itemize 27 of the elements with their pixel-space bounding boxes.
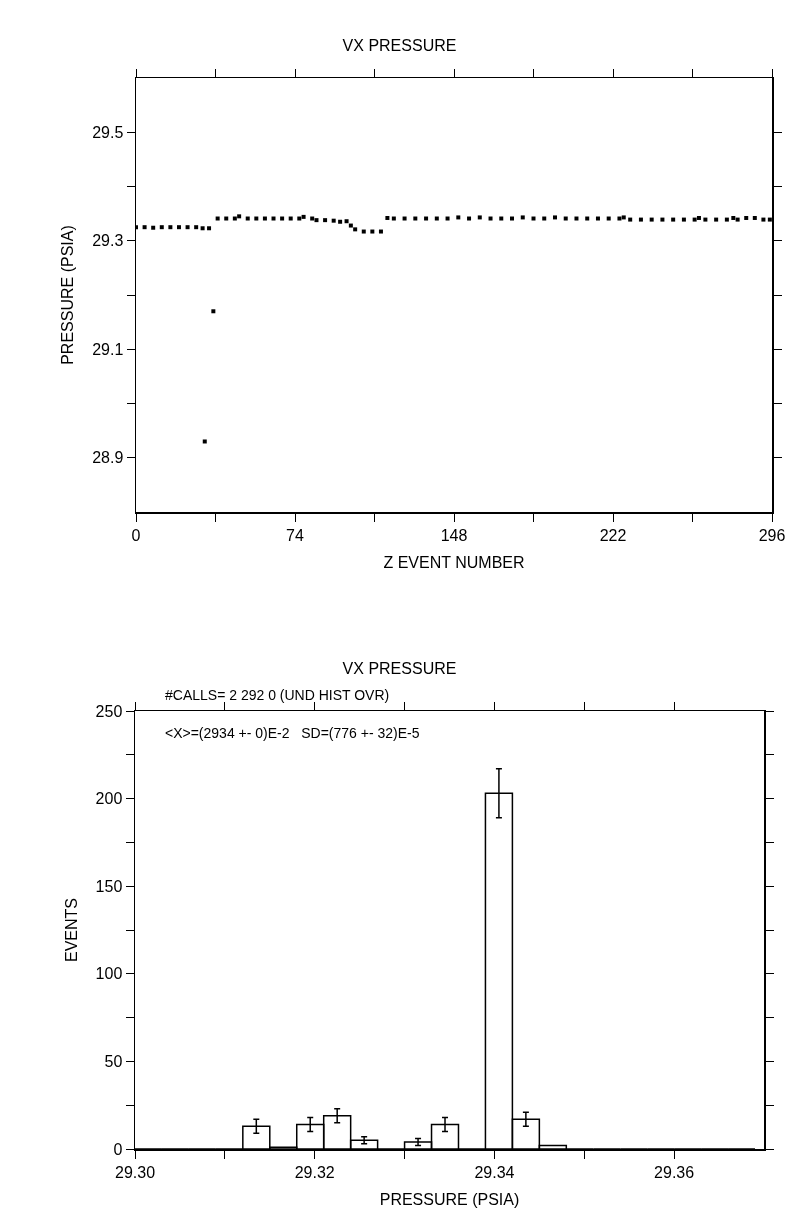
- x-tick-label: 148: [440, 526, 468, 544]
- x-tick-label: 29.36: [654, 1163, 695, 1181]
- y-tick-label: 200: [95, 790, 123, 808]
- y-tick-label: 250: [95, 702, 123, 720]
- text: #CALLS= 2 292 0 (UND HIST OVR): [165, 687, 390, 703]
- x-tick-label: 222: [599, 526, 627, 544]
- y-tick-label: 29.5: [92, 123, 124, 141]
- chart-title: VX PRESSURE: [342, 659, 457, 677]
- chart-title: VX PRESSURE: [342, 36, 457, 54]
- y-tick-label: 29.3: [92, 232, 124, 250]
- x-axis-title: Z EVENT NUMBER: [383, 554, 525, 572]
- x-tick-label: 29.34: [474, 1163, 515, 1181]
- y-tick-label: 0: [113, 1140, 123, 1158]
- x-axis-title: PRESSURE (PSIA): [379, 1191, 520, 1209]
- x-tick-label: 296: [758, 526, 786, 544]
- y-tick-label: 28.9: [92, 449, 124, 467]
- y-tick-label: 100: [95, 965, 123, 983]
- x-tick-label: 29.32: [294, 1163, 335, 1181]
- y-axis-title: PRESSURE (PSIA): [59, 225, 77, 365]
- x-tick-label: 0: [131, 526, 141, 544]
- y-tick-label: 150: [95, 877, 123, 895]
- annotation: <X>=(2934 +- 0)E-2 SD=(776 +- 32)E-5: [165, 725, 420, 741]
- y-tick-label: 29.1: [92, 340, 124, 358]
- y-tick-label: 50: [104, 1053, 123, 1070]
- x-tick-label: 74: [286, 526, 304, 544]
- y-axis-title: EVENTS: [62, 897, 80, 963]
- x-tick-label: 29.30: [114, 1163, 156, 1181]
